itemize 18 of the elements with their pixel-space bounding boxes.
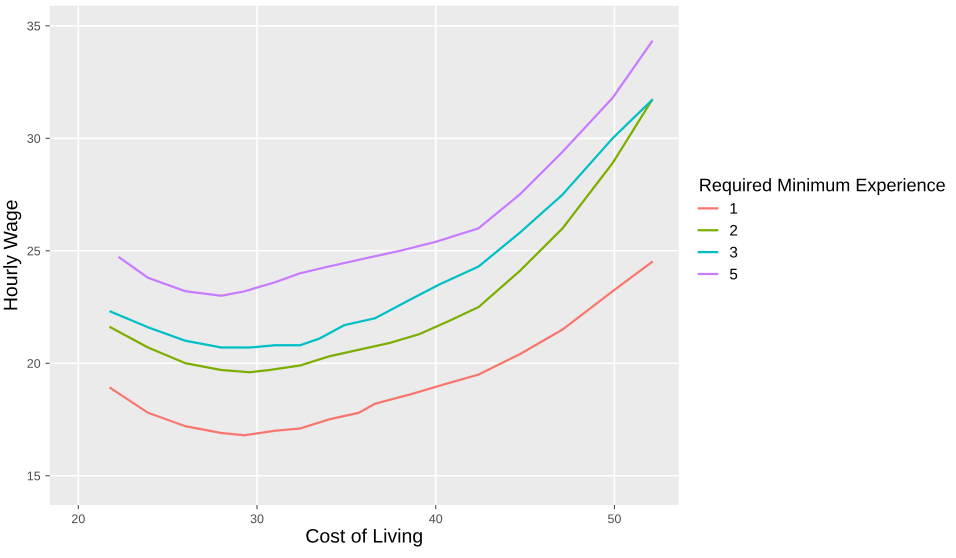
x-tick-label: 20 [72,514,85,524]
y-tick-label: 30 [27,134,40,143]
legend-label: 5 [730,268,738,280]
legend-label: 2 [730,224,738,236]
x-tick-label: 40 [429,514,442,524]
y-axis-title: Hourly Wage [3,200,22,310]
legend-label: 1 [730,203,738,214]
line-series [109,260,654,436]
line-series [118,40,654,297]
x-tick-label: 30 [250,514,264,524]
legend-title: Required Minimum Experience [700,178,945,195]
x-tick-label: 50 [608,514,621,524]
y-tick-label: 15 [28,472,40,480]
y-tick-label: 20 [27,359,40,368]
y-tick-label: 25 [27,246,40,256]
y-tick-label: 35 [27,22,40,30]
x-axis-title: Cost of Living [306,528,422,547]
legend-label: 3 [730,246,738,258]
